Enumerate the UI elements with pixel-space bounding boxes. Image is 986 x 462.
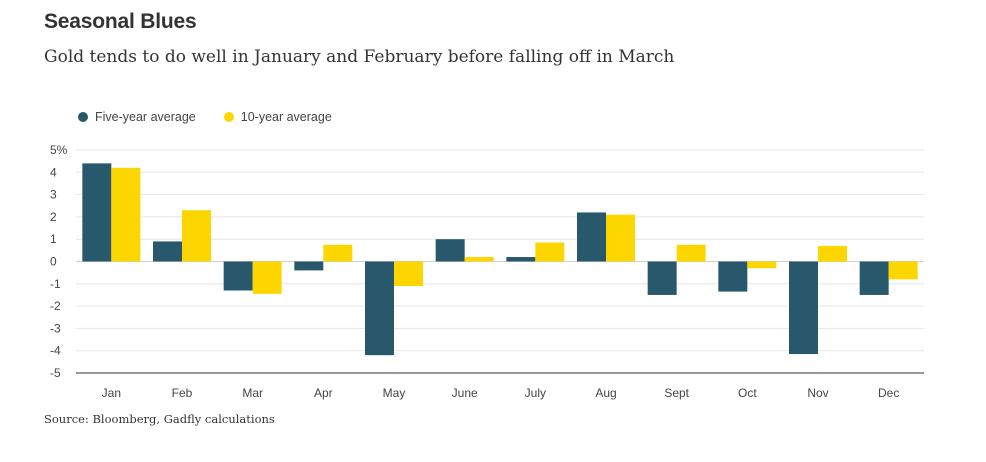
bar-ten-year [747, 261, 777, 269]
x-tick-label: Apr [314, 386, 333, 400]
bar-five-year [365, 261, 394, 356]
legend-swatch-ten-year [223, 112, 234, 122]
bar-five-year [647, 261, 677, 295]
y-tick-label: 2 [50, 210, 57, 224]
bar-ten-year [394, 261, 423, 287]
x-tick-label: Nov [807, 386, 828, 400]
bar-ten-year [606, 214, 635, 262]
y-tick-label: 0 [50, 255, 57, 269]
bar-five-year [577, 212, 606, 262]
x-tick-label: Mar [242, 386, 263, 400]
y-tick-label: 3 [50, 188, 57, 202]
x-tick-label: Aug [595, 386, 616, 400]
x-tick-label: July [525, 386, 546, 400]
bar-five-year [82, 163, 112, 262]
legend-swatch-five-year [78, 112, 88, 122]
bar-five-year [223, 261, 253, 291]
bar-ten-year [111, 167, 141, 262]
legend-item-five-year: Five-year average [78, 110, 196, 124]
bar-five-year [718, 261, 748, 292]
y-tick-label: -2 [50, 299, 61, 313]
y-tick-label: -5 [50, 366, 61, 380]
bar-ten-year [676, 244, 706, 262]
bar-five-year [435, 239, 465, 262]
bar-ten-year [182, 210, 211, 262]
x-tick-label: Feb [172, 386, 193, 400]
x-tick-label: May [383, 386, 406, 400]
x-tick-label: Jan [102, 386, 121, 400]
y-tick-label: -4 [50, 344, 61, 358]
legend-label-five-year: Five-year average [95, 110, 196, 124]
y-tick-label: 5% [50, 143, 68, 157]
source-note: Source: Bloomberg, Gadfly calculations [44, 412, 275, 426]
bar-five-year [294, 261, 324, 271]
bar-ten-year [535, 242, 565, 262]
legend-label-ten-year: 10-year average [240, 110, 332, 124]
bar-ten-year [464, 257, 494, 262]
bar-five-year [153, 241, 182, 262]
y-tick-label: 4 [50, 165, 57, 179]
bar-five-year [506, 257, 536, 262]
legend-item-ten-year: 10-year average [223, 110, 332, 124]
legend: Five-year average 10-year average [78, 110, 360, 124]
x-tick-label: Oct [738, 386, 757, 400]
bar-five-year [789, 261, 818, 355]
y-tick-label: -1 [50, 277, 61, 291]
chart-title: Seasonal Blues [44, 10, 197, 33]
bar-ten-year [888, 261, 918, 280]
bar-ten-year [252, 261, 282, 294]
bar-ten-year [323, 244, 353, 262]
x-tick-label: Sept [664, 386, 689, 400]
x-tick-label: June [452, 386, 478, 400]
y-tick-label: -3 [50, 321, 61, 335]
bar-ten-year [818, 245, 847, 262]
x-tick-label: Dec [878, 386, 899, 400]
bar-five-year [859, 261, 889, 295]
y-tick-label: 1 [50, 232, 57, 246]
chart-subtitle: Gold tends to do well in January and Feb… [44, 47, 675, 67]
